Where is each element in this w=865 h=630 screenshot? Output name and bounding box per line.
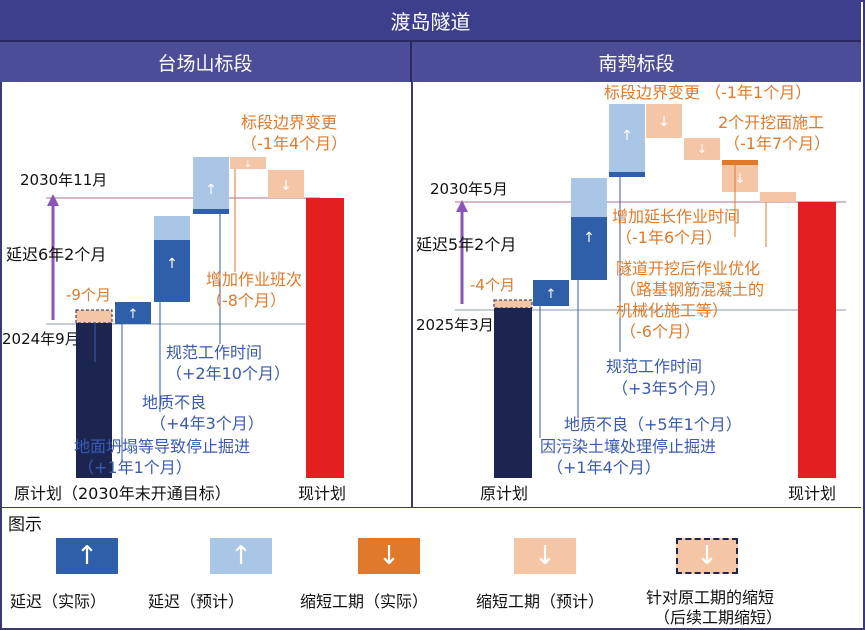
- step1-label-left: -9个月: [66, 286, 111, 304]
- legend: ↑ 延迟（实际） ↑ 延迟（预计） ↓ 缩短工期（实际） ↓ 缩短工期（预计） …: [0, 532, 861, 627]
- step8-label-right-a: 隧道开挖后作业优化: [616, 259, 760, 278]
- legend-label-sub: （后续工期缩短）: [654, 608, 783, 627]
- arrow-up-icon: ↑: [205, 182, 217, 198]
- bar-shorten-step6a-right: [684, 138, 720, 160]
- legend-item-shorten-original: ↓ 针对原工期的缩短 （后续工期缩短）: [640, 532, 861, 627]
- step2-label-left-b: （+1年1个月）: [78, 458, 192, 477]
- legend-label: 缩短工期（预计）: [476, 592, 605, 611]
- delay-arrow-head-right: [456, 200, 468, 212]
- bar-shorten-step8-right: [760, 192, 796, 202]
- bar-delay-step4-right: [609, 104, 645, 172]
- chart-right: 2030年5月 延迟5年2个月 2025年3月 ↑ ↑ ↑ ↓ ↓ ↓: [416, 83, 846, 503]
- bar-delay-step4-forecast-part-left: [154, 216, 190, 240]
- section-header-left: 台场山标段: [0, 40, 412, 82]
- arrow-up-icon: ↑: [546, 287, 557, 302]
- baseline-label-right: 2025年3月: [416, 316, 494, 334]
- baseline-label-left: 2024年9月: [2, 330, 80, 348]
- bar-delay-step4-left: [193, 157, 229, 209]
- delay-label-left: 延迟6年2个月: [6, 245, 106, 264]
- legend-item-shorten-forecast: ↓ 缩短工期（预计）: [470, 532, 640, 626]
- bar-delay-step4-actual-left: [193, 209, 229, 214]
- bar-shorten-step7-right: [722, 165, 758, 192]
- step7-label-right-b: （-1年6个月）: [616, 228, 722, 247]
- step3-label-left-a: 地质不良: [142, 393, 206, 412]
- bar-shorten-step5-right: [646, 104, 682, 138]
- legend-label: 延迟（实际）: [10, 592, 107, 611]
- arrow-down-icon: ↓: [280, 178, 292, 194]
- target-label-left: 2030年11月: [20, 171, 107, 189]
- step6-label-left-a: 标段边界变更: [241, 113, 337, 132]
- bar-original-left: [76, 320, 112, 478]
- end-label-left: 现计划: [298, 484, 346, 503]
- chart-left: 2030年11月 延迟6年2个月 2024年9月 ↑ ↑ ↑ ↓ ↓ -9个月: [2, 113, 347, 503]
- arrow-up-icon: ↑: [128, 307, 139, 322]
- section-header-right: 南鹁标段: [412, 40, 861, 82]
- step7-label-right-a: 增加延长作业时间: [612, 207, 740, 226]
- arrow-up-icon: ↑: [210, 538, 272, 574]
- step4-label-left-b: （+2年10个月）: [166, 364, 290, 383]
- step4-label-left-a: 规范工作时间: [166, 343, 262, 362]
- arrow-down-icon: ↓: [735, 172, 746, 187]
- step5-label-right: 标段边界变更 （-1年1个月）: [604, 83, 811, 102]
- arrow-up-icon: ↑: [621, 128, 633, 144]
- arrow-down-icon: ↓: [697, 142, 707, 156]
- bar-shorten-original-left: [75, 309, 113, 324]
- arrow-down-icon: ↓: [244, 159, 252, 170]
- step8-label-right-b: （路基钢筋混凝土的: [620, 280, 764, 299]
- step2-label-left-a: 地面坍塌等导致停止掘进: [74, 437, 250, 456]
- arrow-down-icon: ↓: [358, 538, 420, 574]
- legend-item-delay-forecast: ↑ 延迟（预计）: [148, 532, 310, 626]
- bar-delay-step3-right: [571, 217, 607, 280]
- arrow-up-icon: ↑: [583, 230, 595, 246]
- arrow-down-icon: ↓: [658, 114, 670, 130]
- step6-label-left-b: （-1年4个月）: [241, 134, 347, 153]
- step2-label-right-b: （+1年4个月）: [547, 458, 661, 477]
- arrow-down-icon: ↓: [514, 538, 576, 574]
- delay-arrow-head-left: [47, 194, 59, 206]
- step8-label-right-d: （-6个月）: [620, 322, 700, 341]
- bar-shorten-step6-left: [268, 170, 304, 198]
- bar-delay-step2-left: [115, 302, 151, 324]
- bar-current-left: [306, 198, 344, 478]
- page-title: 渡岛隧道: [0, 0, 861, 40]
- legend-label: 针对原工期的缩短: [646, 588, 775, 607]
- step4-label-right-a: 规范工作时间: [606, 357, 702, 376]
- waterfall-charts-svg: 2030年11月 延迟6年2个月 2024年9月 ↑ ↑ ↑ ↓ ↓ -9个月: [0, 82, 861, 509]
- target-label-right: 2030年5月: [430, 180, 508, 198]
- step5-label-left-a: 增加作业班次: [206, 270, 302, 289]
- legend-item-shorten-actual: ↓ 缩短工期（实际）: [300, 532, 470, 626]
- bar-delay-step2-right: [533, 280, 569, 306]
- bar-delay-step3-forecast-right: [571, 178, 607, 217]
- step8-label-right-c: 机械化施工等）: [616, 301, 728, 320]
- step1-label-right: -4个月: [470, 276, 515, 294]
- delay-label-right: 延迟5年2个月: [416, 235, 516, 254]
- bar-shorten-step5-left: [230, 157, 266, 169]
- step4-label-right-b: （+3年5个月）: [612, 379, 726, 398]
- legend-label: 延迟（预计）: [148, 592, 245, 611]
- end-label-right: 现计划: [788, 484, 836, 503]
- arrow-up-icon: ↑: [166, 256, 178, 272]
- step6-label-right-b: （-1年7个月）: [724, 134, 830, 153]
- start-label-left: 原计划（2030年末开通目标）: [14, 484, 231, 503]
- bar-shorten-original-right: [493, 299, 533, 309]
- step3-label-left-b: （+4年3个月）: [150, 414, 264, 433]
- bar-delay-step3-left: [154, 240, 190, 302]
- step3-label-right: 地质不良（+5年1个月）: [564, 415, 742, 434]
- charts-area: 2030年11月 延迟6年2个月 2024年9月 ↑ ↑ ↑ ↓ ↓ -9个月: [0, 82, 861, 512]
- legend-label: 缩短工期（实际）: [300, 592, 429, 611]
- start-label-right: 原计划: [480, 484, 528, 503]
- bar-current-right: [798, 202, 836, 478]
- bar-delay-step4-actual-right: [609, 172, 645, 177]
- arrow-down-icon: ↓: [676, 538, 738, 574]
- arrow-up-icon: ↑: [56, 538, 118, 574]
- legend-title: 图示: [8, 515, 42, 535]
- bar-shorten-step6-actual-right: [722, 160, 758, 165]
- bar-original-right: [494, 306, 532, 478]
- step6-label-right-a: 2个开挖面施工: [718, 113, 824, 132]
- legend-item-delay-actual: ↑ 延迟（实际）: [0, 532, 160, 626]
- step2-label-right-a: 因污染土壤处理停止掘进: [540, 437, 716, 456]
- step5-label-left-b: （-8个月）: [206, 291, 286, 310]
